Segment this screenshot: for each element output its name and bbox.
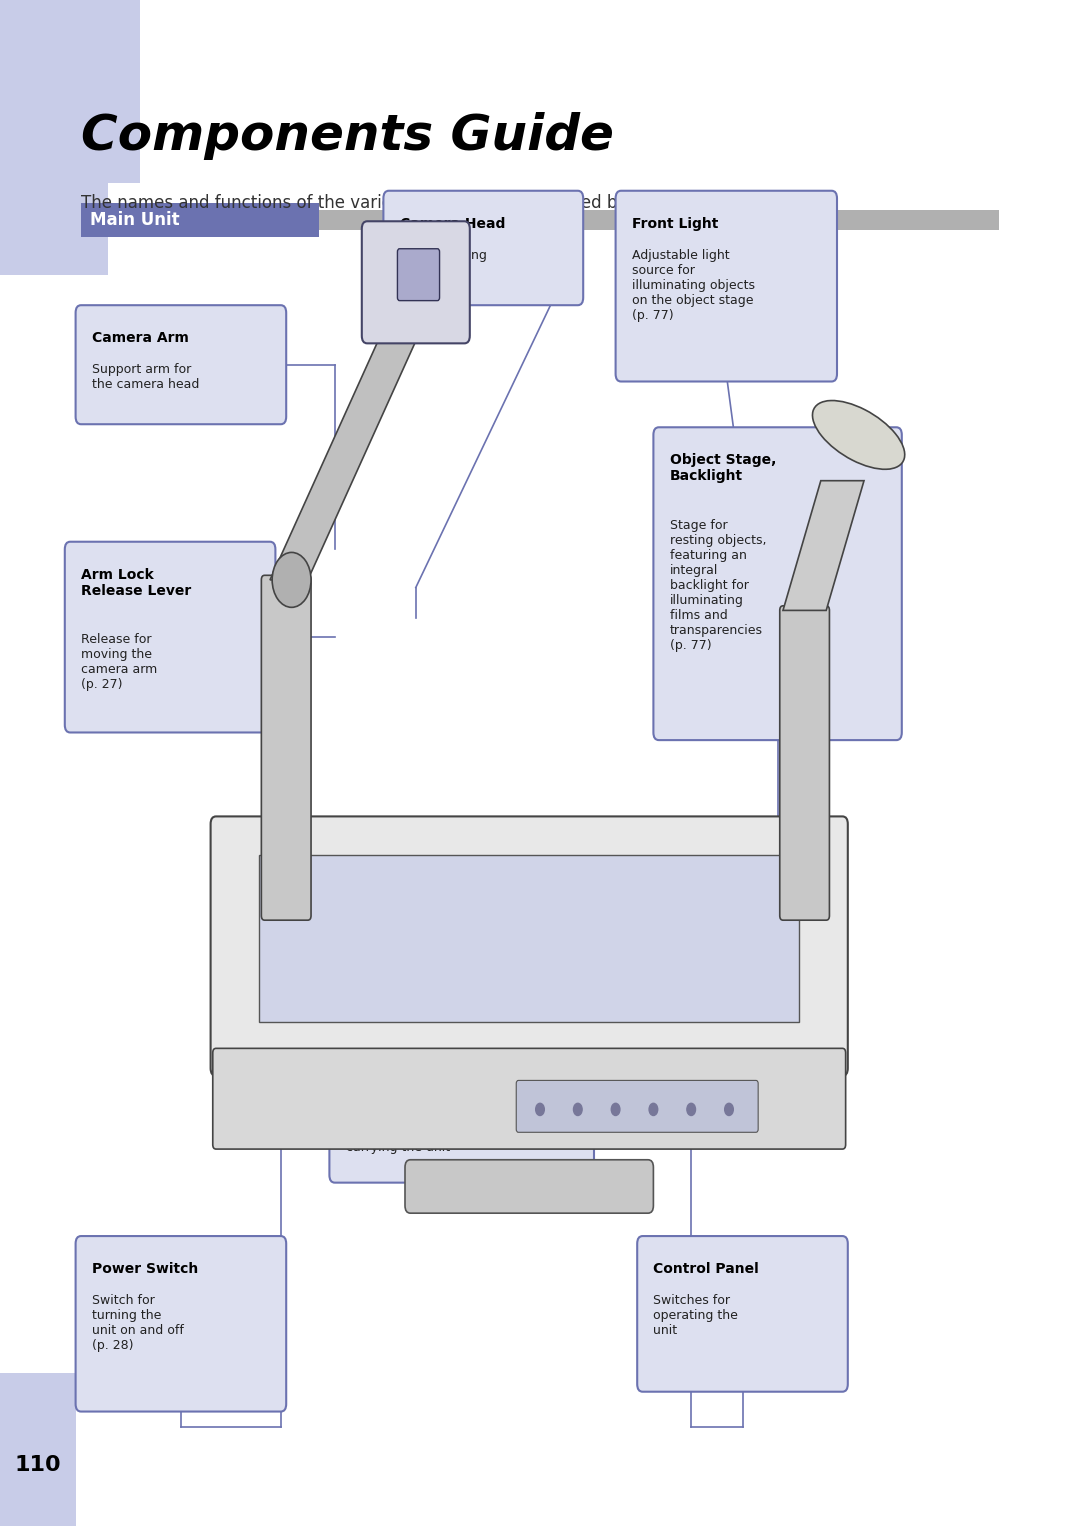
Text: Support arm for
the camera head: Support arm for the camera head (92, 363, 199, 391)
Circle shape (725, 1103, 733, 1116)
Polygon shape (270, 305, 432, 580)
FancyBboxPatch shape (213, 1048, 846, 1149)
Text: Power Switch: Power Switch (92, 1262, 198, 1276)
Polygon shape (783, 481, 864, 610)
Circle shape (272, 552, 311, 607)
Text: Switch for
turning the
unit on and off
(p. 28): Switch for turning the unit on and off (… (92, 1294, 184, 1352)
Text: Switches for
operating the
unit: Switches for operating the unit (653, 1294, 739, 1337)
Ellipse shape (812, 400, 905, 470)
FancyBboxPatch shape (0, 0, 140, 183)
Circle shape (536, 1103, 544, 1116)
Circle shape (573, 1103, 582, 1116)
Text: Handle for picking up and
carrying the unit: Handle for picking up and carrying the u… (346, 1126, 508, 1154)
Text: Camera Head: Camera Head (400, 217, 505, 230)
Text: Front Light: Front Light (632, 217, 718, 230)
FancyBboxPatch shape (405, 1160, 653, 1213)
FancyBboxPatch shape (383, 191, 583, 305)
FancyBboxPatch shape (653, 427, 902, 740)
FancyBboxPatch shape (0, 1373, 76, 1526)
FancyBboxPatch shape (259, 855, 799, 1022)
FancyBboxPatch shape (319, 209, 999, 230)
FancyBboxPatch shape (780, 606, 829, 920)
Text: Release for
moving the
camera arm
(p. 27): Release for moving the camera arm (p. 27… (81, 633, 158, 691)
Text: 110: 110 (14, 1454, 62, 1476)
FancyBboxPatch shape (0, 168, 108, 275)
FancyBboxPatch shape (211, 816, 848, 1076)
FancyBboxPatch shape (81, 203, 319, 237)
Text: Control Panel: Control Panel (653, 1262, 759, 1276)
Text: Camera Arm: Camera Arm (92, 331, 189, 345)
Text: The names and functions of the various components are listed below.: The names and functions of the various c… (81, 194, 660, 212)
FancyBboxPatch shape (637, 1236, 848, 1392)
Text: Carrying Handle: Carrying Handle (346, 1094, 472, 1108)
FancyBboxPatch shape (76, 305, 286, 424)
Circle shape (649, 1103, 658, 1116)
FancyBboxPatch shape (76, 1236, 286, 1412)
Text: Stage for
resting objects,
featuring an
integral
backlight for
illuminating
film: Stage for resting objects, featuring an … (670, 519, 766, 652)
FancyBboxPatch shape (329, 1068, 594, 1183)
Text: Components Guide: Components Guide (81, 113, 613, 160)
FancyBboxPatch shape (65, 542, 275, 732)
FancyBboxPatch shape (397, 249, 440, 301)
Text: Main Unit: Main Unit (90, 211, 179, 229)
FancyBboxPatch shape (261, 575, 311, 920)
Text: Adjustable light
source for
illuminating objects
on the object stage
(p. 77): Adjustable light source for illuminating… (632, 249, 755, 322)
FancyBboxPatch shape (362, 221, 470, 343)
FancyBboxPatch shape (516, 1080, 758, 1132)
Circle shape (611, 1103, 620, 1116)
FancyBboxPatch shape (616, 191, 837, 382)
Circle shape (687, 1103, 696, 1116)
Text: Object Stage,
Backlight: Object Stage, Backlight (670, 453, 775, 484)
Text: The recording
camera: The recording camera (400, 249, 486, 276)
Text: Arm Lock
Release Lever: Arm Lock Release Lever (81, 568, 191, 598)
